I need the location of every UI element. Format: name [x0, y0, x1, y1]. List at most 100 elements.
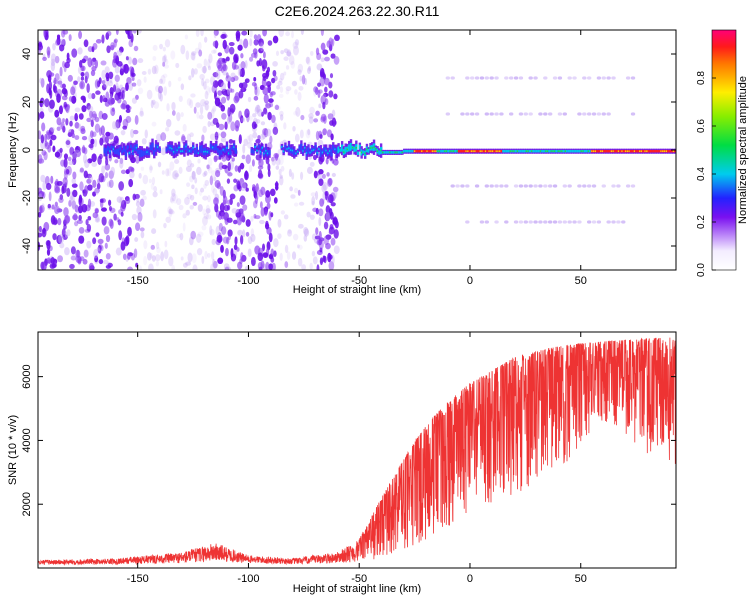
noise-dot — [207, 166, 213, 174]
carrier-peak — [282, 150, 285, 152]
noise-dot — [274, 153, 279, 161]
noise-dot — [190, 230, 197, 240]
noise-dot — [330, 53, 336, 59]
noise-dot — [306, 211, 311, 218]
noise-dot — [113, 39, 117, 48]
sideband-dot — [518, 184, 524, 188]
noise-dot — [94, 80, 98, 88]
noise-dot — [248, 164, 253, 173]
noise-dot — [300, 114, 305, 121]
sideband-dot — [474, 184, 480, 188]
carrier-core — [103, 147, 106, 154]
carrier-core — [537, 149, 541, 153]
noise-dot — [76, 249, 80, 258]
noise-dot — [263, 107, 268, 115]
noise-dot — [108, 199, 112, 206]
carrier-peak — [628, 150, 630, 152]
noise-dot — [214, 203, 219, 213]
noise-dot — [114, 159, 119, 164]
carrier-peak — [172, 151, 175, 153]
noise-dot — [218, 123, 225, 131]
noise-dot — [79, 80, 85, 90]
noise-dot — [72, 171, 77, 180]
sideband-dot — [460, 112, 465, 116]
noise-dot — [204, 36, 208, 43]
noise-dot — [273, 250, 277, 257]
noise-dot — [93, 138, 98, 148]
noise-dot — [278, 155, 284, 166]
carrier-core — [378, 150, 381, 155]
noise-dot — [129, 170, 135, 179]
noise-dot — [91, 65, 97, 72]
carrier-peak — [181, 150, 184, 152]
noise-dot — [65, 106, 70, 114]
noise-dot — [101, 165, 105, 175]
noise-dot — [312, 154, 317, 161]
sideband-dot — [625, 76, 631, 80]
noise-dot — [81, 58, 87, 64]
carrier-peak — [295, 152, 297, 155]
noise-dot — [106, 76, 110, 82]
noise-dot — [151, 228, 157, 235]
noise-dot — [195, 233, 202, 244]
carrier-core — [461, 149, 464, 153]
noise-dot — [327, 113, 334, 120]
noise-dot — [324, 56, 330, 62]
noise-dot — [186, 133, 192, 143]
noise-dot — [202, 216, 208, 226]
noise-dot — [207, 111, 213, 120]
noise-dot — [46, 182, 52, 191]
noise-dot — [211, 170, 217, 178]
noise-dot — [323, 221, 329, 230]
noise-dot — [159, 189, 163, 195]
colorbar-tick-label: 0.2 — [696, 215, 707, 229]
sideband-dot — [479, 220, 485, 224]
noise-dot — [40, 174, 46, 183]
noise-dot — [211, 238, 216, 246]
noise-dot — [270, 248, 274, 256]
colorbar-tick-label: 0.0 — [696, 263, 707, 277]
carrier-core — [110, 145, 113, 149]
carrier-core — [571, 149, 574, 153]
noise-dot — [39, 205, 43, 214]
sideband-dot — [494, 76, 499, 80]
carrier-peak — [376, 150, 379, 152]
noise-dot — [318, 169, 324, 175]
sideband-dot — [596, 76, 602, 80]
noise-dot — [279, 86, 284, 94]
noise-dot — [113, 135, 119, 144]
noise-dot — [107, 262, 113, 268]
carrier-peak — [557, 150, 560, 152]
snr-panel: -150 -100 -50 0 50 2000 4000 6000 Height of st… — [7, 331, 677, 595]
noise-dot — [86, 83, 90, 94]
snr-plot-area — [38, 337, 676, 566]
noise-dot — [74, 107, 81, 113]
noise-dot — [276, 84, 281, 90]
noise-dot — [59, 38, 65, 45]
carrier-peak — [382, 151, 384, 154]
noise-dot — [128, 81, 134, 91]
noise-dot — [165, 216, 172, 223]
noise-dot — [163, 86, 168, 96]
sideband-dot — [586, 112, 592, 116]
carrier-core — [154, 144, 158, 152]
snr-x-ticks: -150 -100 -50 0 50 — [127, 332, 587, 585]
noise-dot — [48, 127, 54, 136]
noise-dot — [49, 99, 55, 110]
noise-dot — [316, 264, 320, 270]
carrier-core — [307, 147, 310, 154]
carrier-core — [613, 149, 617, 153]
carrier-core — [387, 151, 390, 154]
sideband-dot — [577, 112, 582, 116]
sideband-dot — [538, 112, 543, 116]
noise-dot — [111, 107, 115, 112]
carrier-peak — [346, 148, 349, 151]
noise-dot — [208, 86, 212, 93]
noise-dot — [101, 83, 107, 91]
noise-dot — [286, 251, 291, 260]
noise-dot — [315, 207, 319, 215]
noise-dot — [285, 31, 291, 37]
noise-dot — [151, 121, 157, 127]
carrier-peak — [328, 150, 331, 152]
noise-dot — [288, 55, 295, 66]
